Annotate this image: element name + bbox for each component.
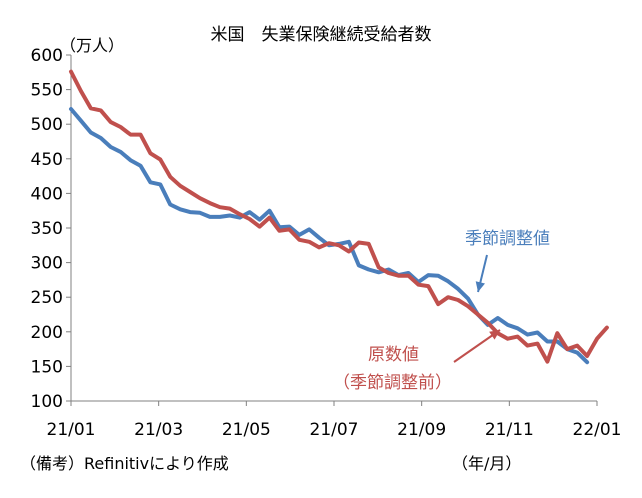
- x-tick-label: 21/03: [134, 420, 183, 440]
- y-tick-label: 150: [31, 357, 63, 377]
- y-tick-label: 400: [31, 184, 63, 204]
- y-tick-label: 200: [31, 323, 63, 343]
- chart-title: 米国 失業保険継続受給者数: [210, 25, 432, 45]
- y-tick-label: 350: [31, 219, 63, 239]
- y-tick-label: 250: [31, 288, 63, 308]
- x-tick-label: 21/07: [310, 420, 359, 440]
- arrow-raw-head: [489, 330, 500, 340]
- source-note: （備考）Refinitivにより作成: [20, 454, 229, 473]
- x-tick-label: 21/05: [222, 420, 271, 440]
- series-label-raw-sub: （季節調整前）: [333, 373, 452, 393]
- y-tick-labels: 100 150 200 250 300 350 400 450 500 550 600: [31, 46, 63, 412]
- series-lines: [69, 69, 609, 365]
- y-tick-label: 450: [31, 150, 63, 170]
- series-line-raw: [69, 69, 609, 364]
- y-axis-unit: （万人）: [60, 36, 125, 55]
- y-tick-label: 300: [31, 254, 63, 274]
- series-label-seasonally-adjusted: 季節調整値: [465, 229, 550, 249]
- x-tick-label: 22/01: [573, 420, 622, 440]
- y-tick-label: 550: [31, 81, 63, 101]
- x-axis-unit: （年/月）: [452, 454, 522, 473]
- y-tick-label: 600: [31, 46, 63, 66]
- arrow-seasonally-adjusted-head: [475, 281, 485, 292]
- annotation-arrows: [453, 254, 501, 363]
- y-tick-label: 500: [31, 115, 63, 135]
- x-tick-label: 21/01: [47, 420, 96, 440]
- x-tick-labels: 21/01 21/03 21/05 21/07 21/09 21/11 22/01: [47, 420, 622, 440]
- x-tick-label: 21/09: [397, 420, 446, 440]
- plot-axes: [66, 54, 598, 406]
- x-tick-label: 21/11: [485, 420, 534, 440]
- series-label-raw: 原数値: [368, 345, 419, 365]
- y-tick-label: 100: [31, 392, 63, 412]
